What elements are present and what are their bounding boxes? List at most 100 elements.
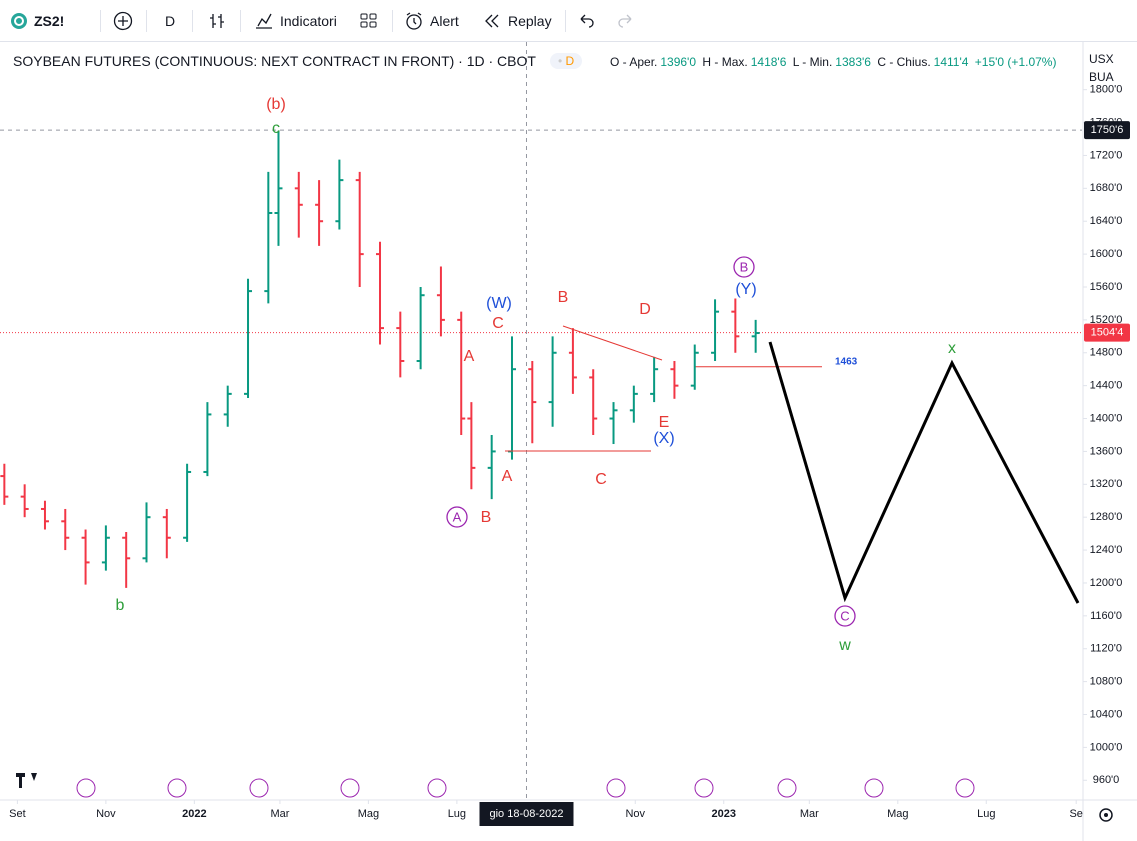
chart-title: SOYBEAN FUTURES (CONTINUOUS: NEXT CONTRA…	[13, 53, 536, 69]
legend-label: O - Aper.	[610, 55, 658, 69]
separator	[392, 10, 393, 32]
wave-label: x	[948, 340, 956, 357]
wave-label: A	[502, 468, 513, 485]
y-tick-label: 1600'0	[1090, 248, 1123, 260]
replay: Replay	[508, 13, 552, 29]
redo-icon	[618, 14, 632, 28]
x-tick-label: Mar	[270, 808, 289, 820]
wave-label: C	[595, 471, 607, 488]
chart-type-button[interactable]	[207, 0, 227, 42]
crosshair-date-label: gio 18-08-2022	[489, 808, 563, 820]
x-tick-label: 2022	[182, 808, 206, 820]
y-tick-label: 1520'0	[1090, 314, 1123, 326]
level-label: 1463	[835, 356, 858, 367]
x-tick-label: Mag	[887, 808, 908, 820]
wave-label: (W)	[486, 295, 512, 312]
y-tick-label: 1800'0	[1090, 84, 1123, 96]
last-price-tag: 1504'4	[1091, 327, 1124, 339]
wave-label: b	[116, 597, 125, 614]
unit: BUA	[1089, 70, 1114, 84]
wave-label: C	[492, 315, 504, 332]
separator	[565, 10, 566, 32]
wave-label: (Y)	[735, 281, 756, 298]
last-price-tag-bg	[1084, 323, 1130, 342]
wave-label: (b)	[266, 96, 286, 113]
undo-icon	[580, 14, 594, 28]
y-tick-label: 1560'0	[1090, 281, 1123, 293]
y-tick-label: 1040'0	[1090, 708, 1123, 720]
symbol-icon	[11, 13, 27, 29]
wave-label: B	[740, 259, 749, 274]
y-tick-label: 1120'0	[1090, 643, 1122, 655]
x-tick-label: Mag	[358, 808, 379, 820]
legend-value: 1411'4	[933, 55, 969, 69]
annotation-circle	[446, 506, 468, 528]
ohlc-legend: O - Aper. 1396'0 H - Max. 1418'6 L - Min. 1…	[610, 55, 1059, 69]
interval-button[interactable]: D	[165, 0, 175, 42]
legend-value: 1396'0	[660, 55, 697, 69]
x-tick-label: Set	[9, 808, 26, 820]
x-tick-label: Se	[1069, 808, 1082, 820]
chart-header: SOYBEAN FUTURES (CONTINUOUS: NEXT CONTRA…	[13, 53, 583, 69]
axis-unit: USX BUA	[1089, 50, 1114, 86]
x-tick-label: Nov	[625, 808, 645, 820]
y-tick-label: 1160'0	[1090, 610, 1122, 622]
grid-icon	[360, 13, 377, 28]
symbol-button[interactable]: ZS2!	[10, 0, 64, 42]
replay-button[interactable]: Replay	[482, 0, 552, 42]
event-icons	[76, 778, 975, 798]
wave-label: B	[481, 509, 492, 526]
interval: D	[165, 13, 176, 29]
replay-icon	[485, 14, 499, 28]
y-tick-label: 1200'0	[1090, 577, 1123, 589]
wave-label: A	[464, 348, 475, 365]
chart: 960'0 1000'0 1040'0 1080'0 1120'0 1160'0 1200'…	[0, 42, 1137, 841]
separator	[146, 10, 147, 32]
legend-label: H - Max.	[702, 55, 748, 69]
y-tick-label: 1680'0	[1090, 182, 1123, 194]
tv-logo	[12, 768, 42, 792]
separator	[100, 10, 101, 32]
wave-label: w	[838, 637, 851, 654]
indicators-icon	[256, 13, 272, 29]
toolbar: ZS2! D Indicatori Alert Replay	[0, 0, 1137, 42]
y-tick-label: 960'0	[1093, 774, 1120, 786]
alert: Alert	[430, 13, 459, 29]
alert-button[interactable]: Alert	[404, 0, 459, 42]
symbol: ZS2!	[34, 13, 65, 29]
price-axis-bg	[1083, 42, 1137, 841]
indicators-button[interactable]: Indicatori	[254, 0, 337, 42]
x-tick-label: Lug	[448, 808, 466, 820]
separator	[240, 10, 241, 32]
x-tick-label: Lug	[977, 808, 995, 820]
wave-label: C	[840, 608, 849, 623]
currency: USX	[1089, 52, 1114, 66]
compare-button[interactable]	[113, 0, 133, 42]
legend-value: 1418'6	[750, 55, 787, 69]
wave-label: E	[659, 414, 670, 431]
y-tick-label: 1440'0	[1090, 380, 1123, 392]
x-tick-label: Mar	[800, 808, 819, 820]
y-tick-label: 1640'0	[1090, 215, 1123, 227]
legend-change: +15'0 (+1.07%)	[974, 55, 1057, 69]
wave-label: A	[453, 509, 462, 524]
settings-icon[interactable]	[1099, 808, 1113, 822]
y-tick-label: 1240'0	[1090, 544, 1123, 556]
annotation-circle	[733, 256, 755, 278]
drawings	[505, 325, 1080, 604]
crosshair-price-tag: 1750'6	[1091, 124, 1124, 136]
legend-value: 1383'6	[835, 55, 871, 69]
layout-button[interactable]	[359, 0, 379, 42]
legend-label: L - Min.	[792, 55, 833, 69]
y-tick-label: 1360'0	[1090, 445, 1123, 457]
badge: D	[565, 54, 575, 68]
indicators: Indicatori	[280, 13, 337, 29]
redo-button[interactable]	[615, 0, 635, 42]
wave-label: D	[639, 301, 651, 318]
trend-line	[562, 325, 663, 361]
wave-label: (X)	[653, 430, 674, 447]
undo-button[interactable]	[577, 0, 597, 42]
alert-icon	[406, 12, 422, 30]
separator	[192, 10, 193, 32]
